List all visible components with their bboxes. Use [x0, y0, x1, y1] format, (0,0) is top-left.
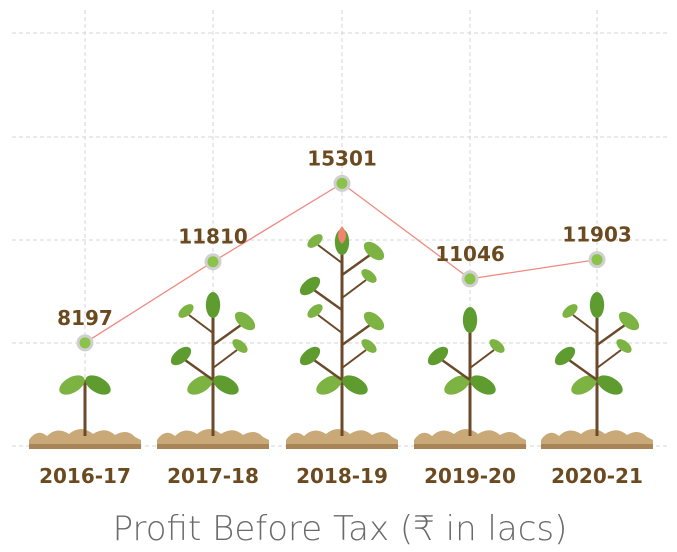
plants — [29, 10, 653, 449]
leaf — [299, 276, 321, 296]
leaf — [187, 375, 213, 395]
value-label: 15301 — [307, 146, 377, 170]
point — [204, 253, 222, 271]
leaf — [618, 311, 640, 331]
leaf — [178, 304, 194, 318]
soil-base — [286, 444, 398, 449]
leaf — [470, 375, 496, 395]
leaf — [597, 375, 623, 395]
x-tick-label: 2019-20 — [424, 464, 516, 488]
leaf — [427, 346, 449, 366]
branch — [341, 349, 367, 369]
branch — [469, 349, 495, 369]
branch — [341, 323, 371, 347]
point — [333, 174, 351, 192]
branch — [596, 323, 626, 347]
value-label: 11810 — [178, 225, 248, 249]
leaf — [562, 304, 578, 318]
value-label: 11046 — [435, 242, 505, 266]
branch — [188, 314, 214, 334]
branch — [184, 358, 214, 382]
branch — [568, 358, 598, 382]
leaf — [213, 375, 239, 395]
plant — [29, 375, 141, 449]
x-tick-label: 2020-21 — [551, 464, 643, 488]
branch — [212, 349, 238, 369]
leaf — [170, 346, 192, 366]
value-label: 11903 — [562, 223, 632, 247]
leaf — [589, 292, 605, 318]
leaf — [361, 269, 377, 283]
leaf — [571, 375, 597, 395]
leaf — [232, 339, 248, 353]
leaf — [616, 339, 632, 353]
leaf — [489, 339, 505, 353]
branch — [441, 358, 471, 382]
x-tick-label: 2016-17 — [39, 464, 131, 488]
branch — [317, 244, 343, 264]
soil-base — [541, 444, 653, 449]
x-tick-label: 2018-19 — [296, 464, 388, 488]
plant — [414, 307, 526, 449]
soil — [414, 429, 526, 446]
soil — [157, 429, 269, 446]
leaf — [307, 234, 323, 248]
leaf — [205, 292, 221, 318]
branch — [596, 349, 622, 369]
leaf — [59, 375, 85, 395]
soil-base — [414, 444, 526, 449]
leaf — [363, 241, 385, 261]
leaf — [363, 311, 385, 331]
leaf — [85, 375, 111, 395]
chart-title: Profit Before Tax (₹ in lacs) — [113, 509, 568, 549]
leaf — [234, 311, 256, 331]
branch — [341, 279, 367, 299]
plant — [286, 226, 398, 449]
point — [76, 334, 94, 352]
plant — [541, 292, 653, 449]
leaf — [316, 375, 342, 395]
branch — [572, 314, 598, 334]
leaf — [444, 375, 470, 395]
plant — [157, 292, 269, 449]
point — [588, 251, 606, 269]
bud — [338, 226, 346, 244]
marks: 8197 2016-17 11810 2017-18 15301 2018-19 11046… — [39, 146, 643, 488]
branch — [212, 323, 242, 347]
branch — [313, 288, 343, 312]
soil — [29, 429, 141, 446]
leaf — [554, 346, 576, 366]
branch — [317, 314, 343, 334]
leaf — [307, 304, 323, 318]
leaf — [361, 339, 377, 353]
soil-base — [157, 444, 269, 449]
value-label: 8197 — [57, 306, 113, 330]
leaf — [342, 375, 368, 395]
branch — [313, 358, 343, 382]
leaf — [299, 346, 321, 366]
soil — [286, 429, 398, 446]
x-tick-label: 2017-18 — [167, 464, 259, 488]
point — [461, 270, 479, 288]
branch — [341, 253, 371, 277]
leaf — [462, 307, 478, 333]
soil-base — [29, 444, 141, 449]
soil — [541, 429, 653, 446]
